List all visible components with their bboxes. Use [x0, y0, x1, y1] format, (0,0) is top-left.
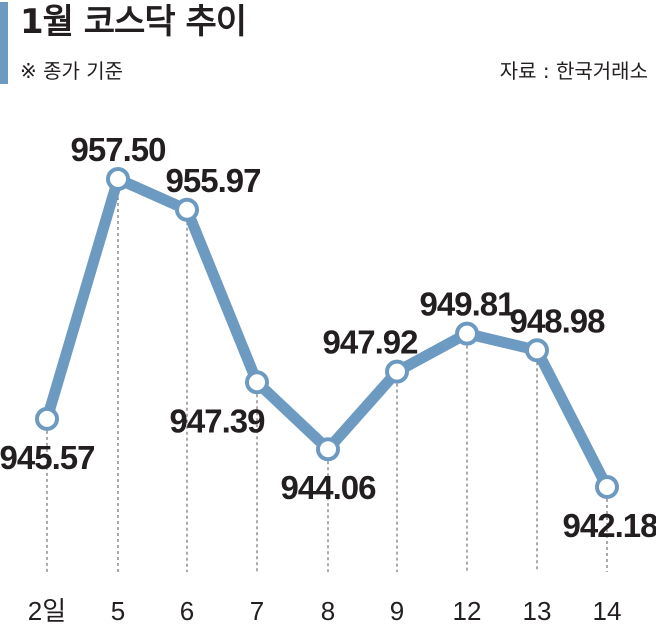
chart-title: 1월 코스닥 추이 [20, 2, 247, 42]
data-point-2 [175, 197, 199, 222]
data-point-3 [245, 370, 269, 395]
data-label-5: 947.92 [323, 324, 419, 361]
chart-source: 자료 : 한국거래소 [499, 59, 648, 83]
data-point-8 [595, 475, 619, 499]
chart-note: ※ 종가 기준 [20, 59, 124, 83]
data-point-4 [316, 437, 340, 462]
marker-layer [35, 167, 619, 499]
x-tick-label-3: 7 [250, 596, 264, 626]
data-point-5 [385, 359, 409, 384]
data-label-2: 955.97 [166, 162, 261, 199]
data-point-6 [455, 321, 479, 346]
x-tick-label-7: 13 [523, 596, 552, 626]
title-accent-bar [0, 2, 8, 84]
data-label-3: 947.39 [170, 402, 266, 439]
x-tick-label-4: 8 [321, 596, 335, 626]
data-label-4: 944.06 [281, 469, 377, 506]
x-tick-label-6: 12 [453, 596, 482, 626]
x-tick-label-0: 2일 [28, 596, 66, 626]
x-tick-label-1: 5 [111, 596, 125, 626]
data-point-0 [35, 406, 59, 431]
guide-lines [46, 179, 608, 572]
data-label-6: 949.81 [420, 286, 516, 323]
data-label-7: 948.98 [510, 302, 606, 339]
data-label-0: 945.57 [0, 439, 94, 476]
x-tick-label-8: 14 [593, 596, 622, 626]
x-axis: 2일 5 6 7 8 9 12 13 14 [28, 596, 622, 626]
x-tick-label-2: 6 [180, 596, 194, 626]
data-label-1: 957.50 [71, 131, 166, 168]
x-tick-label-5: 9 [390, 596, 404, 626]
data-point-1 [106, 167, 130, 191]
data-label-8: 942.18 [563, 507, 656, 544]
data-point-7 [525, 338, 549, 363]
